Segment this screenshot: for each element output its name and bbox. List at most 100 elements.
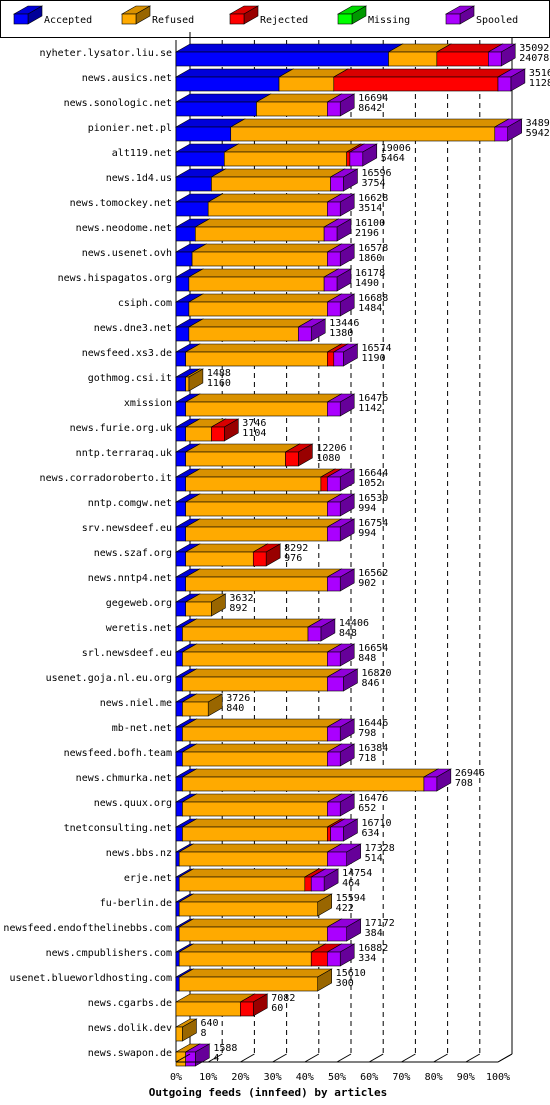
bar-segment-refused xyxy=(174,1018,198,1042)
accepted-count-label: 902 xyxy=(358,578,376,589)
legend: Accepted Refused Rejected Missing Spooled xyxy=(12,5,518,26)
tick-label: 20% xyxy=(231,1072,249,1083)
bar-row-1: news.ausics.net 3516411288 xyxy=(82,68,550,92)
tick-label: 30% xyxy=(264,1072,282,1083)
accepted-count-label: 384 xyxy=(365,928,383,939)
total-count-label: 16820 xyxy=(361,668,391,679)
bar-segment-refused xyxy=(178,968,333,992)
tick-label: 60% xyxy=(360,1072,378,1083)
bar-segment-spooled xyxy=(487,43,517,67)
host-label: csiph.com xyxy=(118,298,172,309)
tick-label: 80% xyxy=(425,1072,443,1083)
bar-segment-refused xyxy=(181,693,224,717)
tick-mark xyxy=(401,1053,416,1063)
bar-segment-spooled xyxy=(326,518,356,542)
x-axis: 0% 10% 20% 30% 40% 50% 60% 70% 80% 90% 100% xyxy=(170,1053,513,1083)
bar-segment-spooled xyxy=(326,193,356,217)
tick-mark xyxy=(240,1053,255,1063)
total-count-label: 15610 xyxy=(336,968,366,979)
legend-swatch-missing xyxy=(336,5,368,25)
bar-segment-refused xyxy=(187,268,340,292)
total-count-label: 16574 xyxy=(361,343,391,354)
total-count-label: 19006 xyxy=(381,143,411,154)
total-count-label: 640 xyxy=(200,1018,218,1029)
accepted-count-label: 1142 xyxy=(358,403,382,414)
bar-segment-refused xyxy=(190,243,343,267)
total-count-label: 16644 xyxy=(358,468,388,479)
bar-segment-refused xyxy=(184,393,343,417)
total-count-label: 16476 xyxy=(358,393,388,404)
host-label: news.dolik.dev xyxy=(88,1023,172,1034)
bar-segment-spooled xyxy=(326,918,362,942)
host-label: news.1d4.us xyxy=(106,173,172,184)
total-count-label: 14754 xyxy=(342,868,372,879)
bar-segment-refused xyxy=(184,568,343,592)
bar-segment-refused xyxy=(223,143,362,167)
host-label: news.tomockey.net xyxy=(70,198,172,209)
accepted-count-label: 3754 xyxy=(361,178,385,189)
total-count-label: 8292 xyxy=(284,543,308,554)
accepted-count-label: 5942 xyxy=(526,128,550,139)
total-count-label: 16654 xyxy=(358,643,388,654)
bar-segment-refused xyxy=(184,593,227,617)
total-count-label: 17328 xyxy=(365,843,395,854)
host-label: news.cgarbs.de xyxy=(88,998,172,1009)
host-label: fu-berlin.de xyxy=(100,898,172,909)
accepted-count-label: 1490 xyxy=(355,278,379,289)
tick-label: 90% xyxy=(457,1072,475,1083)
bar-segment-spooled xyxy=(310,868,340,892)
host-label: news.niel.me xyxy=(100,698,172,709)
host-label: srl.newsdeef.eu xyxy=(82,648,172,659)
host-label: nyheter.lysator.liu.se xyxy=(40,48,172,59)
bar-segment-spooled xyxy=(326,493,356,517)
host-label: news.dne3.net xyxy=(94,323,172,334)
host-label: news.szaf.org xyxy=(94,548,172,559)
total-count-label: 16178 xyxy=(355,268,385,279)
bar-segment-spooled xyxy=(322,218,353,242)
bar-segment-rejected xyxy=(252,543,282,567)
bar-segment-spooled xyxy=(493,118,523,142)
host-label: gothmog.csi.it xyxy=(88,373,172,384)
accepted-count-label: 652 xyxy=(358,803,376,814)
host-label: news.nntp4.net xyxy=(88,573,172,584)
bar-segment-spooled xyxy=(326,943,356,967)
accepted-count-label: 976 xyxy=(284,553,302,564)
bar-segment-rejected xyxy=(210,418,240,442)
legend-label-refused: Refused xyxy=(152,15,194,26)
host-label: nntp.terraraq.uk xyxy=(76,448,172,459)
bar-segment-refused xyxy=(194,218,340,242)
tick-label: 70% xyxy=(392,1072,410,1083)
accepted-count-label: 848 xyxy=(339,628,357,639)
total-count-label: 16384 xyxy=(358,743,388,754)
total-count-label: 12206 xyxy=(316,443,346,454)
bar-segment-refused xyxy=(187,293,343,317)
bar-segment-refused xyxy=(181,668,343,692)
accepted-count-label: 24078 xyxy=(519,53,549,64)
accepted-count-label: 1380 xyxy=(329,328,353,339)
total-count-label: 35092 xyxy=(519,43,549,54)
bar-segment-spooled xyxy=(326,793,356,817)
accepted-count-label: 334 xyxy=(358,953,376,964)
bar-segment-spooled xyxy=(326,843,362,867)
bar-segment-refused xyxy=(184,468,337,492)
total-count-label: 16754 xyxy=(358,518,388,529)
legend-swatch-rejected xyxy=(228,5,260,25)
host-label: usenet.blueworldhosting.com xyxy=(9,973,172,984)
bar-segment-refused xyxy=(181,618,324,642)
bar-segment-rejected xyxy=(332,68,514,92)
bar-segment-refused xyxy=(207,193,343,217)
host-label: newsfeed.bofh.team xyxy=(64,748,172,759)
bar-segment-spooled xyxy=(422,768,452,792)
